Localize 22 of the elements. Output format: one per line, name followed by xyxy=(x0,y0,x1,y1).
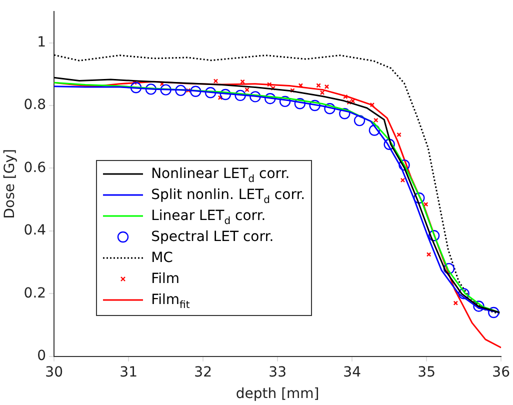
x-tick-label: 34 xyxy=(343,364,362,380)
x-tick-label: 32 xyxy=(194,364,212,380)
x-tick-label: 31 xyxy=(120,364,138,380)
x-tick-label: 30 xyxy=(45,364,63,380)
x-tick-label: 33 xyxy=(268,364,286,380)
y-tick-label: 0.6 xyxy=(24,160,46,176)
legend-label: Film$_{fit}$ xyxy=(151,290,190,311)
legend-label: MC xyxy=(151,248,173,268)
legend-label: Linear LET$_{d}$ corr. xyxy=(151,206,266,227)
y-tick-label: 0 xyxy=(37,348,46,364)
y-tick-label: 0.4 xyxy=(24,222,46,239)
x-axis-title: depth [mm] xyxy=(236,386,320,402)
legend-label: Nonlinear LET$_{d}$ corr. xyxy=(151,164,290,185)
legend-label: Spectral LET corr. xyxy=(151,228,274,247)
y-tick-label: 1 xyxy=(37,34,46,50)
x-tick-label: 35 xyxy=(418,364,436,380)
legend-label: Film xyxy=(151,270,180,289)
y-tick-label: 0.8 xyxy=(24,97,46,114)
y-axis-title: Dose [Gy] xyxy=(2,149,18,219)
y-tick-label: 0.2 xyxy=(24,285,46,302)
x-tick-label: 36 xyxy=(492,364,510,380)
legend-label: Split nonlin. LET$_{d}$ corr. xyxy=(151,186,306,206)
